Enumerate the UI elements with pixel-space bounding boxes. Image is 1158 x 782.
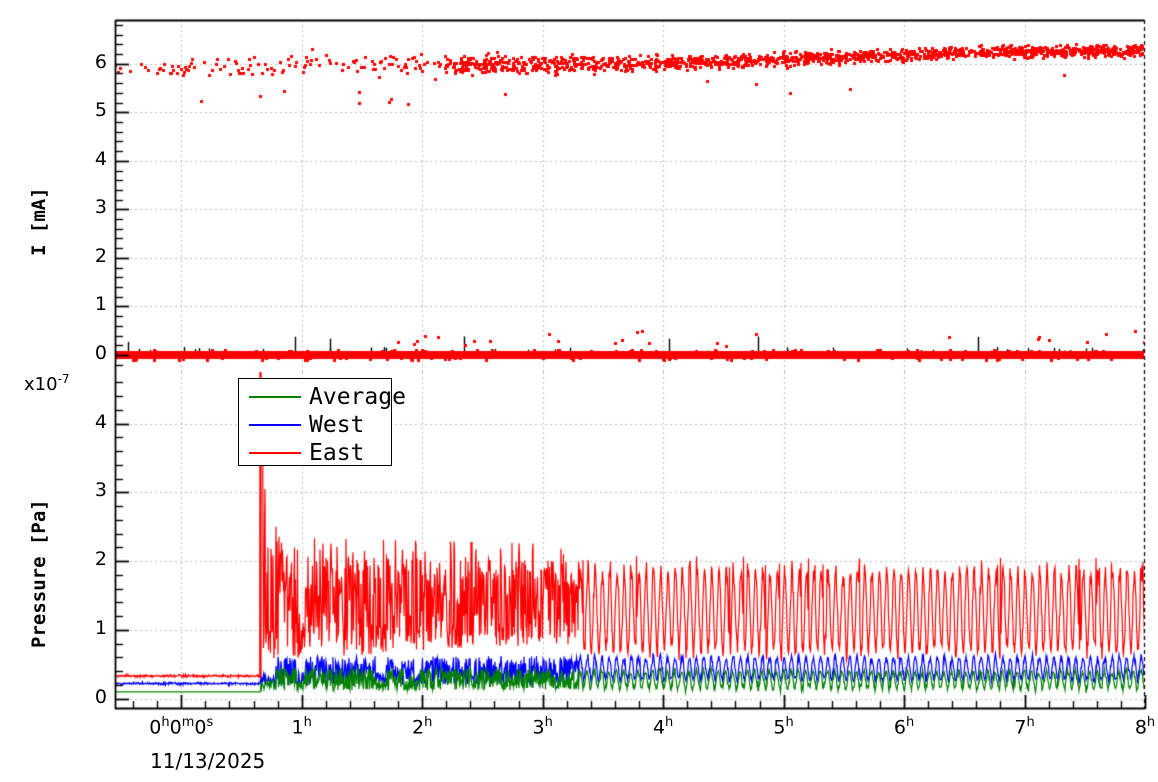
- x-tick-3h: 3h: [532, 715, 553, 739]
- y-tick-current-6: 6: [94, 50, 107, 73]
- y-tick-pressure-3: 3: [94, 479, 107, 502]
- legend-swatch-average: [249, 396, 301, 398]
- legend-label-west: West: [309, 412, 365, 438]
- x-tick-2h: 2h: [412, 715, 433, 739]
- y-tick-pressure-1: 1: [94, 616, 107, 639]
- legend-entry-west[interactable]: West: [239, 411, 393, 439]
- x-tick-1h: 1h: [291, 715, 312, 739]
- y-tick-current-0: 0: [94, 342, 107, 364]
- y-tick-current-2: 2: [94, 244, 107, 267]
- legend-label-average: Average: [309, 384, 406, 410]
- x-tick-4h: 4h: [652, 715, 674, 739]
- y-tick-current-3: 3: [94, 196, 107, 219]
- legend-entry-east[interactable]: East: [239, 439, 393, 467]
- x-tick-5h: 5h: [773, 715, 794, 739]
- y-tick-pressure-0: 0: [94, 685, 107, 708]
- x-tick-8h: 8h: [1134, 715, 1156, 739]
- legend-entry-average[interactable]: Average: [239, 383, 406, 411]
- x-tick-6h: 6h: [893, 715, 915, 739]
- y-tick-pressure-4: 4: [94, 410, 107, 433]
- y-tick-current-4: 4: [94, 147, 107, 170]
- y-axis-exponent-label: x10-7: [24, 372, 70, 395]
- y-tick-pressure-2: 2: [94, 548, 107, 571]
- y-axis-title-pressure: Pressure [Pa]: [28, 498, 50, 648]
- legend-box[interactable]: Average West East: [238, 378, 406, 467]
- x-tick-7h: 7h: [1014, 715, 1035, 739]
- y-axis-title-current: I [mA]: [28, 187, 50, 257]
- legend-label-east: East: [309, 440, 365, 466]
- legend-swatch-east: [249, 452, 301, 454]
- exponent-power: -7: [57, 372, 70, 386]
- y-tick-current-5: 5: [94, 99, 107, 122]
- y-tick-current-1: 1: [94, 293, 107, 316]
- exponent-mantissa: x10: [24, 374, 58, 395]
- legend-swatch-west: [249, 424, 301, 426]
- x-axis-date-label: 11/13/2025: [150, 749, 266, 773]
- x-tick-0h0m0s: 0h0m0s: [149, 715, 214, 739]
